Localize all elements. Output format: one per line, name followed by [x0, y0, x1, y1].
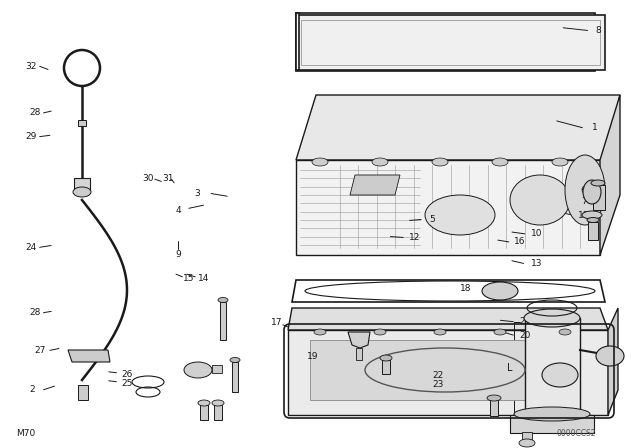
Text: 11: 11: [578, 211, 589, 220]
Ellipse shape: [372, 158, 388, 166]
Text: 13: 13: [531, 259, 542, 268]
Polygon shape: [608, 308, 618, 415]
Text: L: L: [508, 363, 513, 373]
Text: 1: 1: [593, 123, 598, 132]
Ellipse shape: [73, 187, 91, 197]
Ellipse shape: [587, 217, 599, 223]
Text: 28: 28: [29, 308, 41, 317]
Bar: [200, 405, 208, 420]
Ellipse shape: [510, 175, 570, 225]
Text: 2: 2: [29, 385, 35, 394]
Text: 26: 26: [121, 370, 132, 379]
Ellipse shape: [582, 211, 602, 219]
Bar: [212, 365, 222, 373]
Text: 6: 6: [581, 186, 586, 195]
Text: 29: 29: [25, 132, 36, 141]
Text: 32: 32: [25, 62, 36, 71]
Text: 15: 15: [183, 274, 195, 283]
Bar: [78, 120, 86, 126]
Ellipse shape: [312, 158, 328, 166]
Text: 4: 4: [175, 206, 180, 215]
Text: 7: 7: [581, 197, 586, 206]
Ellipse shape: [230, 358, 240, 362]
Text: 25: 25: [121, 379, 132, 388]
Text: 16: 16: [514, 237, 525, 246]
Text: 5: 5: [429, 215, 435, 224]
Ellipse shape: [583, 180, 601, 204]
Text: 24: 24: [25, 243, 36, 252]
Ellipse shape: [542, 363, 578, 387]
Ellipse shape: [559, 329, 571, 335]
Ellipse shape: [524, 309, 580, 327]
Polygon shape: [350, 175, 400, 195]
Bar: [382, 360, 390, 374]
Text: M70: M70: [16, 429, 35, 438]
Bar: [214, 405, 222, 420]
Ellipse shape: [380, 355, 392, 361]
Ellipse shape: [514, 407, 590, 421]
Polygon shape: [288, 330, 608, 415]
Ellipse shape: [492, 158, 508, 166]
Ellipse shape: [434, 329, 446, 335]
Ellipse shape: [591, 180, 605, 186]
Bar: [296, 15, 605, 70]
Ellipse shape: [565, 155, 605, 225]
Text: 14: 14: [198, 274, 209, 283]
Ellipse shape: [596, 346, 624, 366]
Polygon shape: [292, 280, 605, 302]
Ellipse shape: [494, 329, 506, 335]
Ellipse shape: [487, 395, 501, 401]
Text: 20: 20: [519, 331, 531, 340]
Ellipse shape: [218, 297, 228, 302]
Ellipse shape: [425, 195, 495, 235]
Text: 31: 31: [162, 174, 173, 183]
Text: 22: 22: [433, 371, 444, 380]
Text: 8: 8: [596, 26, 601, 35]
Polygon shape: [288, 308, 608, 330]
Ellipse shape: [212, 400, 224, 406]
Text: 18: 18: [460, 284, 472, 293]
Text: 19: 19: [307, 352, 318, 361]
Text: 28: 28: [29, 108, 41, 117]
Bar: [510, 415, 594, 433]
Bar: [74, 178, 90, 192]
Bar: [593, 185, 605, 210]
Bar: [310, 340, 580, 400]
Text: 12: 12: [409, 233, 420, 242]
Polygon shape: [600, 95, 620, 255]
Ellipse shape: [198, 400, 210, 406]
Text: 21: 21: [519, 317, 531, 326]
Ellipse shape: [482, 282, 518, 300]
Polygon shape: [296, 160, 600, 255]
Bar: [232, 362, 238, 392]
Polygon shape: [348, 332, 370, 348]
Text: 9: 9: [175, 250, 180, 259]
Polygon shape: [68, 350, 110, 362]
Text: 10: 10: [531, 229, 542, 238]
Bar: [220, 302, 226, 340]
Text: 30: 30: [143, 174, 154, 183]
Text: 3: 3: [195, 189, 200, 198]
Ellipse shape: [374, 329, 386, 335]
Polygon shape: [296, 95, 620, 160]
Ellipse shape: [184, 362, 212, 378]
Bar: [78, 385, 88, 400]
Text: 0000CCS2: 0000CCS2: [557, 429, 596, 438]
Bar: [296, 13, 595, 71]
Ellipse shape: [314, 329, 326, 335]
Text: 23: 23: [433, 380, 444, 389]
Bar: [356, 348, 362, 360]
Ellipse shape: [432, 158, 448, 166]
Bar: [588, 222, 598, 240]
Bar: [296, 13, 299, 70]
Bar: [301, 20, 600, 65]
Text: 27: 27: [34, 346, 45, 355]
Bar: [525, 318, 580, 418]
Ellipse shape: [552, 158, 568, 166]
Bar: [522, 432, 532, 442]
Bar: [490, 400, 498, 416]
Text: 17: 17: [271, 318, 282, 327]
Ellipse shape: [519, 439, 535, 447]
